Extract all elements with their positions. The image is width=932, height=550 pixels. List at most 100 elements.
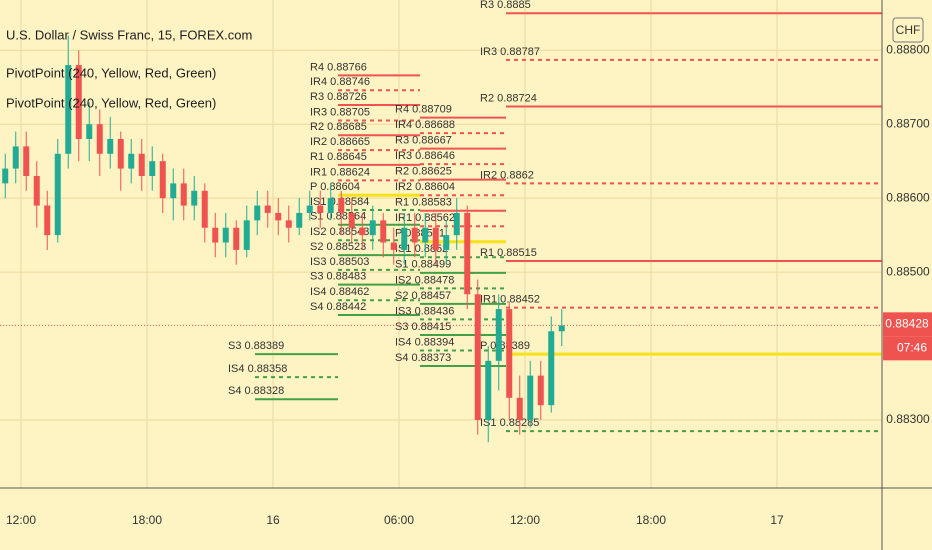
pivot-label: IR3 0.88787 bbox=[480, 46, 540, 58]
pivot-label: IS4 0.88394 bbox=[395, 336, 454, 348]
x-tick-label: 17 bbox=[770, 513, 784, 527]
indicator-label: PivotPoint (240, Yellow, Red, Green) bbox=[6, 95, 216, 110]
candle-body bbox=[495, 309, 502, 361]
pivot-label: P 0.88604 bbox=[310, 181, 360, 193]
pivot-label: S3 0.88483 bbox=[310, 271, 366, 283]
candle-body bbox=[75, 65, 82, 140]
candle-body bbox=[243, 220, 250, 250]
pivot-label: IR3 0.88705 bbox=[310, 106, 370, 118]
candle-body bbox=[432, 227, 439, 250]
y-tick-label: 0.88700 bbox=[886, 116, 930, 130]
candle-body bbox=[233, 227, 240, 250]
candle-body bbox=[138, 153, 145, 176]
countdown-label: 07:46 bbox=[897, 341, 927, 355]
x-tick-label: 12:00 bbox=[6, 513, 36, 527]
candle-body bbox=[464, 212, 471, 295]
y-tick-label: 0.88800 bbox=[886, 42, 930, 56]
candle-body bbox=[264, 205, 271, 213]
candle-body bbox=[201, 190, 208, 228]
candle-body bbox=[422, 227, 429, 243]
pivot-label: IS3 0.88503 bbox=[310, 256, 369, 268]
candle-body bbox=[191, 190, 198, 206]
candle-body bbox=[96, 124, 103, 154]
chart-title: U.S. Dollar / Swiss Franc, 15, FOREX.com bbox=[6, 27, 252, 42]
candle-body bbox=[359, 227, 366, 236]
pivot-label: IS4 0.88462 bbox=[310, 286, 369, 298]
candle-body bbox=[537, 375, 544, 406]
candle-body bbox=[65, 65, 72, 154]
candle-body bbox=[548, 331, 555, 406]
candle-body bbox=[170, 183, 177, 199]
candle-body bbox=[296, 212, 303, 228]
pivot-label: IS2 0.88543 bbox=[310, 226, 369, 238]
candle-body bbox=[558, 325, 565, 332]
pivot-label: S3 0.88415 bbox=[395, 321, 451, 333]
x-tick-label: 18:00 bbox=[132, 513, 162, 527]
y-tick-label: 0.88300 bbox=[886, 412, 930, 426]
countdown-box bbox=[883, 336, 932, 361]
candle-body bbox=[306, 205, 313, 213]
pivot-label: IR2 0.88665 bbox=[310, 136, 370, 148]
candle-body bbox=[44, 205, 51, 236]
pivot-label: P 0.88389 bbox=[480, 340, 530, 352]
y-tick-label: 0.88600 bbox=[886, 190, 930, 204]
candle-body bbox=[327, 198, 334, 213]
pivot-label: R4 0.88709 bbox=[395, 103, 452, 115]
candle-body bbox=[380, 220, 387, 243]
pivot-label: IS4 0.88358 bbox=[228, 363, 287, 375]
candle-body bbox=[180, 183, 187, 206]
pivot-label: S2 0.88523 bbox=[310, 241, 366, 253]
y-tick-label: 0.88500 bbox=[886, 264, 930, 278]
candle-body bbox=[117, 139, 124, 169]
candle-body bbox=[86, 124, 93, 140]
candle-body bbox=[453, 212, 460, 236]
candle-body bbox=[411, 227, 418, 243]
pivot-label: R1 0.88515 bbox=[480, 247, 537, 259]
x-tick-label: 16 bbox=[266, 513, 280, 527]
pivot-label: R2 0.88685 bbox=[310, 121, 367, 133]
pivot-label: IS2 0.88478 bbox=[395, 274, 454, 286]
candle-body bbox=[369, 220, 376, 236]
pivot-label: IS1 0.88285 bbox=[480, 417, 539, 429]
candle-body bbox=[401, 227, 408, 250]
pivot-label: R3 0.88667 bbox=[395, 135, 452, 147]
pivot-label: P 0.88541 bbox=[395, 228, 445, 240]
pivot-label: R3 0.88726 bbox=[310, 91, 367, 103]
last-price-label: 0.88428 bbox=[885, 317, 929, 331]
candle-body bbox=[33, 175, 40, 206]
pivot-label: S3 0.88389 bbox=[228, 340, 284, 352]
candle-body bbox=[390, 242, 397, 250]
candle-body bbox=[285, 220, 292, 228]
candle-body bbox=[317, 205, 324, 213]
pivot-label: R2 0.88724 bbox=[480, 92, 537, 104]
pivot-label: IS3 0.88436 bbox=[395, 305, 454, 317]
candle-body bbox=[474, 294, 481, 420]
candle-body bbox=[128, 153, 135, 169]
pivot-label: S2 0.88457 bbox=[395, 290, 451, 302]
x-tick-label: 12:00 bbox=[510, 513, 540, 527]
candle-body bbox=[107, 139, 114, 154]
pivot-label: IR4 0.88688 bbox=[395, 119, 455, 131]
pivot-label: R3 0.8885 bbox=[480, 0, 531, 11]
candle-body bbox=[338, 198, 345, 213]
pivot-label: S4 0.88373 bbox=[395, 352, 451, 364]
pivot-label: IR4 0.88746 bbox=[310, 76, 370, 88]
candle-body bbox=[348, 212, 355, 228]
candle-body bbox=[23, 146, 30, 176]
pivot-label: S1 0.88499 bbox=[395, 259, 451, 271]
currency-box[interactable] bbox=[892, 17, 924, 43]
currency-label[interactable]: CHF bbox=[896, 23, 921, 37]
candle-body bbox=[443, 235, 450, 250]
candle-body bbox=[516, 397, 523, 420]
pivot-label: IR2 0.88604 bbox=[395, 181, 455, 193]
candle-body bbox=[2, 168, 9, 184]
candle-body bbox=[149, 161, 156, 176]
pivot-label: R1 0.88645 bbox=[310, 151, 367, 163]
pivot-label: IR1 0.88624 bbox=[310, 166, 370, 178]
candle-body bbox=[254, 205, 261, 221]
x-tick-label: 06:00 bbox=[384, 513, 414, 527]
candle-body bbox=[12, 146, 19, 169]
candle-body bbox=[527, 375, 534, 420]
pivot-label: IR1 0.88452 bbox=[480, 293, 540, 305]
candle-body bbox=[506, 309, 513, 398]
